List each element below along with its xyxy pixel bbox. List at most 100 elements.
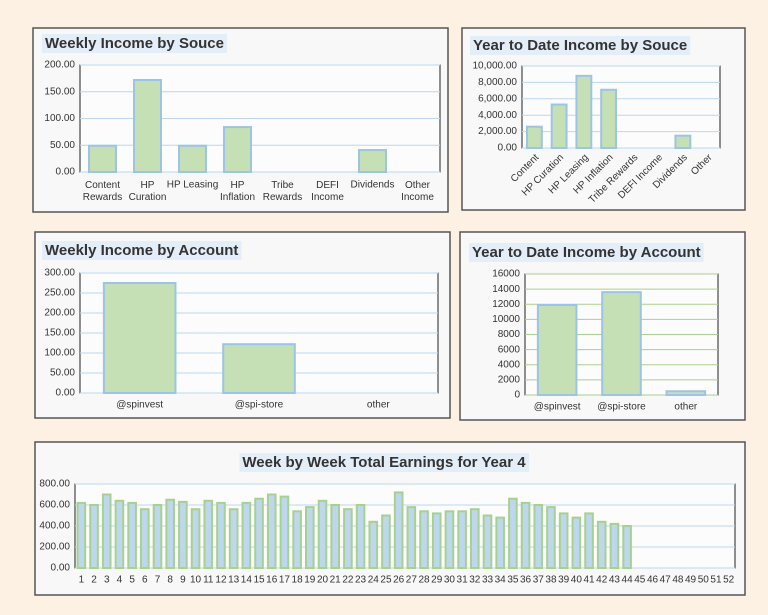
x-tick-label: 26 (393, 575, 405, 586)
bar (358, 149, 387, 174)
x-tick-label: 29 (431, 575, 443, 586)
y-tick-label: 14000 (492, 284, 520, 295)
bar (76, 501, 87, 569)
chart-title: Year to Date Income by Account (472, 244, 701, 261)
bar (665, 390, 707, 396)
bar (584, 512, 594, 570)
y-tick-label: 8,000.00 (478, 77, 517, 88)
bar (355, 504, 366, 569)
bar (520, 501, 531, 569)
x-tick-label: 4 (117, 575, 123, 586)
x-tick-label: 5 (129, 575, 135, 586)
bar (203, 499, 214, 569)
bar (241, 501, 252, 569)
x-tick-label: Other Income (401, 180, 434, 203)
bar (536, 304, 578, 397)
y-tick-label: 2000 (498, 375, 521, 386)
x-tick-label: 2 (91, 575, 97, 586)
x-tick-label: 14 (241, 575, 253, 586)
x-tick-label: 31 (457, 575, 469, 586)
x-tick-label: 24 (368, 575, 380, 586)
x-tick-label: 36 (520, 575, 532, 586)
y-tick-label: 0.00 (498, 143, 518, 154)
x-tick-label: @spinvest (534, 402, 581, 413)
bar (88, 144, 117, 174)
bar (622, 525, 632, 569)
bar (546, 506, 556, 570)
bar (368, 520, 379, 569)
x-tick-label: HP Inflation (220, 180, 255, 203)
y-tick-label: 100.00 (44, 348, 75, 359)
bar (600, 88, 618, 149)
x-tick-label: 46 (647, 575, 659, 586)
x-tick-label: 44 (622, 575, 634, 586)
x-tick-label: 3 (104, 575, 110, 586)
y-tick-label: 600.00 (39, 500, 70, 511)
title-highlight (470, 35, 691, 55)
bar (140, 508, 150, 570)
x-tick-label: 48 (672, 575, 684, 586)
bar (266, 493, 277, 569)
x-tick-label: 6 (142, 575, 148, 586)
x-tick-label: 49 (685, 575, 697, 586)
x-tick-label: 15 (253, 575, 265, 586)
bar (190, 508, 201, 570)
bar (495, 516, 505, 569)
bar (222, 343, 296, 395)
x-tick-label: 52 (723, 575, 735, 586)
x-tick-label: 25 (380, 575, 392, 586)
y-tick-label: 150.00 (44, 328, 75, 339)
x-tick-label: 47 (660, 575, 672, 586)
x-tick-label: 21 (330, 575, 342, 586)
x-tick-label: 50 (698, 575, 710, 586)
x-tick-label: 23 (355, 575, 367, 586)
bar (216, 501, 226, 569)
y-tick-label: 10,000.00 (473, 61, 518, 72)
bar (305, 506, 315, 570)
y-tick-label: 150.00 (44, 86, 75, 97)
y-tick-label: 400.00 (39, 521, 70, 532)
y-tick-label: 6000 (498, 344, 521, 355)
bar (550, 103, 568, 149)
x-tick-label: other (367, 400, 390, 411)
title-highlight (469, 242, 704, 262)
x-tick-label: 13 (228, 575, 240, 586)
x-tick-label: Tribe Rewards (263, 180, 302, 203)
x-tick-label: 51 (710, 575, 722, 586)
x-tick-label: 9 (180, 575, 186, 586)
bar (89, 504, 99, 569)
x-tick-label: HP Curation (129, 180, 167, 203)
x-tick-label: 39 (558, 575, 570, 586)
x-tick-label: 40 (571, 575, 583, 586)
x-tick-label: @spi-store (235, 400, 284, 411)
x-tick-label: 42 (596, 575, 608, 586)
y-tick-label: 50.00 (50, 140, 75, 151)
chart-title: Week by Week Total Earnings for Year 4 (242, 454, 526, 471)
bar (457, 510, 467, 569)
bar (393, 491, 404, 569)
x-tick-label: 8 (167, 575, 173, 586)
y-tick-label: 0.00 (56, 388, 76, 399)
bar (431, 512, 442, 570)
bar (601, 291, 642, 396)
x-tick-label: 18 (292, 575, 304, 586)
bar (444, 510, 455, 569)
y-tick-label: 250.00 (44, 288, 75, 299)
y-tick-label: 0.00 (51, 563, 71, 574)
x-tick-label: 35 (507, 575, 519, 586)
bar (178, 500, 188, 570)
x-tick-label: HP Leasing (167, 180, 219, 191)
chart-title: Year to Date Income by Souce (473, 37, 687, 54)
x-tick-label: 38 (545, 575, 557, 586)
y-tick-label: 10000 (492, 314, 520, 325)
bar (470, 508, 480, 570)
bar (330, 504, 340, 569)
bar (571, 516, 582, 569)
bar (133, 78, 162, 173)
x-tick-label: 34 (495, 575, 507, 586)
y-tick-label: 4000 (498, 359, 521, 370)
bar (482, 514, 493, 569)
y-tick-label: 200.00 (44, 60, 75, 71)
x-tick-label: Content Rewards (83, 180, 122, 203)
